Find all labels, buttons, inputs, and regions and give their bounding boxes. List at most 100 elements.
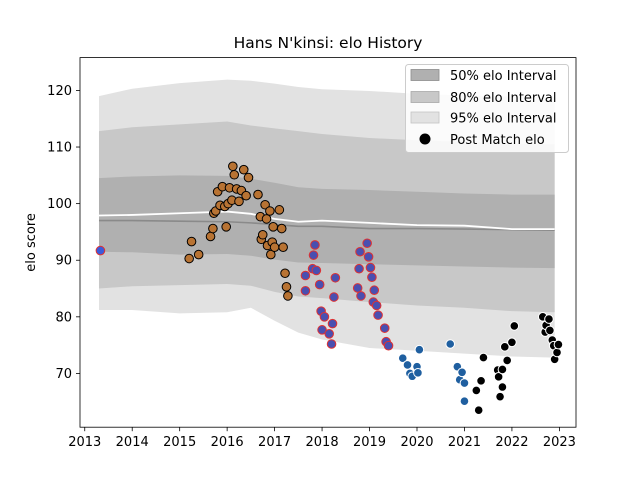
match-point-1-4 (208, 223, 218, 234)
legend-swatch-80 (410, 91, 440, 103)
x-tick-label-2020: 2020 (400, 435, 433, 450)
x-tick-label-2016: 2016 (211, 435, 244, 450)
y-tick-label-110: 110 (47, 141, 72, 156)
match-point-2-25 (371, 300, 382, 311)
match-point-3-5 (413, 368, 423, 378)
match-point-4-11 (507, 337, 517, 348)
match-point-4-3 (478, 352, 489, 363)
match-point-1-37 (278, 242, 288, 253)
match-point-2-9 (319, 312, 330, 322)
match-point-1-34 (269, 242, 280, 253)
match-point-2-10 (324, 329, 334, 339)
match-point-2-22 (367, 272, 377, 283)
match-point-1-20 (238, 164, 249, 175)
y-tick-label-120: 120 (47, 84, 72, 99)
x-tick-label-2019: 2019 (353, 435, 386, 450)
post-match-points (95, 161, 564, 416)
x-axis: 2013 2014 2015 2016 2017 2018 2019 2020 2021 2022… (68, 427, 576, 450)
match-point-1-23 (253, 189, 263, 200)
legend-label-post-match: Post Match elo (450, 133, 545, 148)
match-point-1-39 (281, 282, 292, 292)
match-point-1-40 (283, 291, 293, 301)
match-point-2-20 (363, 252, 374, 262)
match-point-2-1 (300, 270, 311, 281)
match-point-2-29 (383, 340, 394, 351)
match-point-2-21 (365, 262, 376, 273)
match-point-1-21 (241, 190, 251, 201)
match-point-3-1 (402, 360, 413, 370)
match-point-1-2 (193, 249, 204, 260)
match-point-2-5 (311, 265, 322, 276)
match-point-4-17 (545, 325, 555, 336)
match-point-2-27 (379, 323, 390, 333)
match-point-3-10 (457, 367, 467, 378)
match-point-3-6 (414, 344, 425, 355)
match-point-1-11 (221, 222, 231, 232)
match-point-2-6 (314, 279, 325, 290)
match-point-1-15 (228, 161, 238, 172)
match-point-2-16 (354, 263, 364, 274)
x-tick-label-2015: 2015 (163, 435, 196, 450)
match-point-4-2 (476, 375, 486, 386)
match-point-4-6 (495, 391, 505, 402)
legend-swatch-50 (410, 69, 440, 81)
legend-label-50: 50% elo Interval (450, 69, 557, 84)
match-point-2-15 (352, 283, 363, 293)
match-point-4-12 (509, 321, 520, 331)
x-tick-label-2017: 2017 (258, 435, 291, 450)
match-point-1-35 (274, 205, 285, 215)
match-point-4-16 (544, 314, 554, 324)
match-point-1-1 (186, 236, 197, 247)
match-point-2-8 (317, 325, 327, 335)
match-point-1-27 (260, 199, 270, 210)
match-point-3-11 (459, 378, 470, 388)
legend-marker-post-match (419, 133, 431, 145)
match-point-1-26 (257, 229, 268, 240)
x-tick-label-2014: 2014 (116, 435, 149, 450)
match-point-4-9 (500, 342, 510, 352)
y-tick-label-70: 70 (55, 367, 72, 382)
chart-title: Hans N'kinsi: elo History (234, 34, 423, 52)
match-point-3-0 (397, 353, 408, 363)
match-point-2-26 (373, 310, 383, 320)
match-point-2-11 (326, 339, 337, 349)
match-point-1-38 (280, 268, 290, 279)
match-point-3-12 (459, 396, 470, 406)
median-elo-line (98, 219, 555, 232)
x-tick-label-2018: 2018 (306, 435, 339, 450)
y-tick-label-80: 80 (55, 310, 72, 325)
match-point-2-18 (356, 291, 366, 301)
match-point-0-0 (95, 245, 106, 256)
match-point-1-36 (276, 223, 287, 234)
legend-frame (405, 64, 569, 153)
match-point-2-4 (310, 240, 320, 250)
match-point-4-7 (497, 382, 508, 392)
match-point-4-5 (493, 372, 504, 382)
plot-frame (79, 57, 577, 428)
x-tick-label-2023: 2023 (543, 435, 576, 450)
match-point-1-28 (261, 214, 272, 224)
match-point-2-19 (362, 238, 372, 249)
x-tick-label-2021: 2021 (448, 435, 481, 450)
match-point-4-1 (473, 405, 484, 416)
legend-label-80: 80% elo Interval (450, 91, 557, 106)
match-point-4-0 (471, 385, 482, 396)
match-point-1-3 (205, 231, 216, 242)
x-tick-label-2022: 2022 (495, 435, 528, 450)
match-point-2-13 (329, 292, 339, 302)
match-point-2-12 (327, 318, 338, 329)
legend: 50% elo Interval 80% elo Interval 95% el… (405, 64, 569, 153)
match-point-4-10 (502, 355, 512, 366)
match-point-1-22 (243, 172, 254, 183)
match-point-4-8 (497, 364, 508, 375)
y-tick-label-90: 90 (55, 254, 72, 269)
expected-elo-line (98, 210, 555, 231)
match-point-1-0 (184, 253, 194, 264)
match-point-3-7 (445, 339, 456, 349)
band-50-interval (98, 175, 555, 269)
legend-label-95: 95% elo Interval (450, 112, 557, 127)
y-axis-title: elo score (24, 213, 39, 272)
y-tick-label-100: 100 (47, 197, 72, 212)
match-point-2-24 (369, 285, 380, 296)
